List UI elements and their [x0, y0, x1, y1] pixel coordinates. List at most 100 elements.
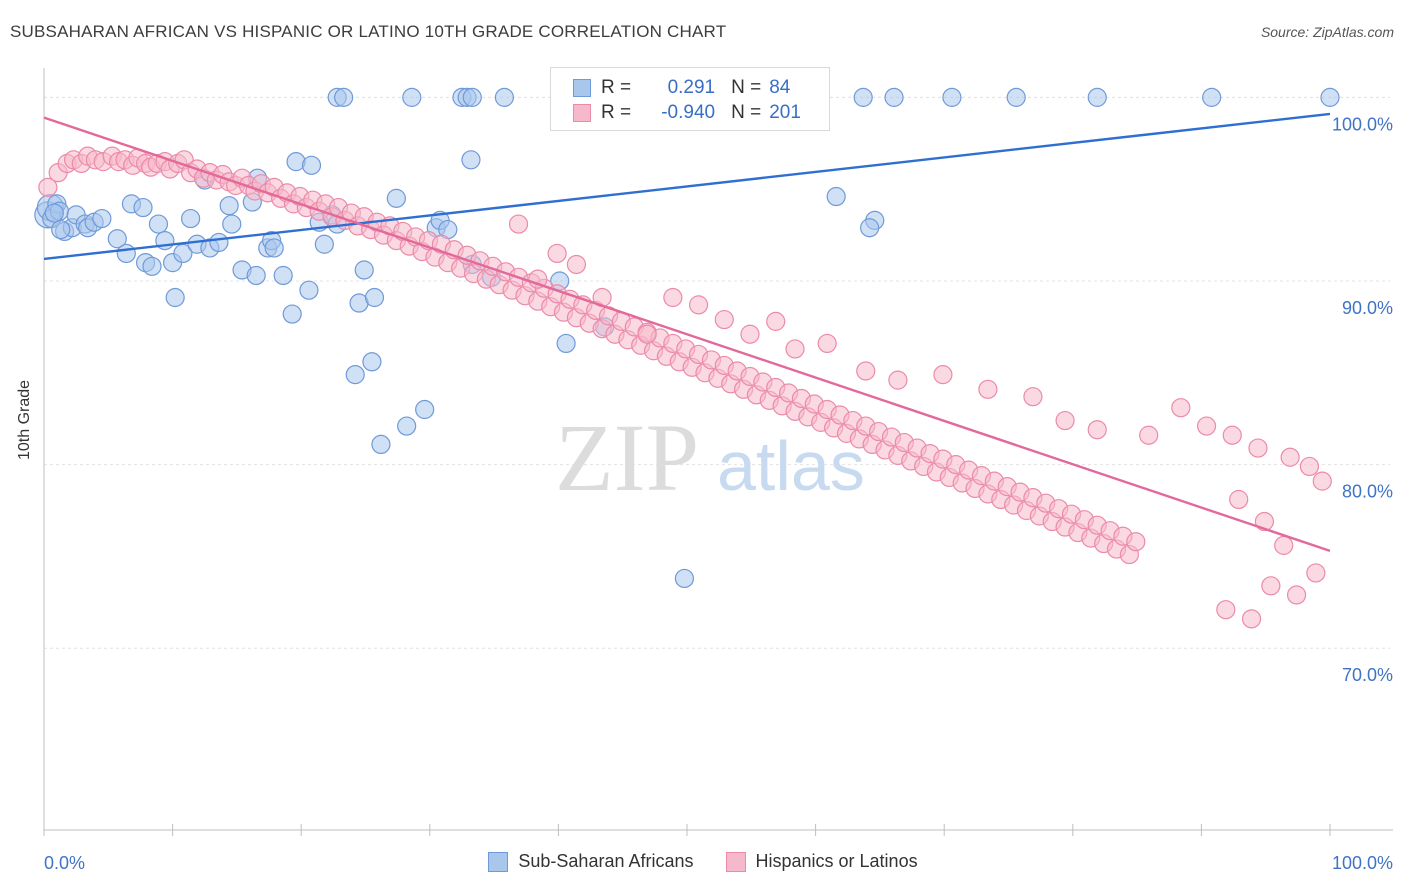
- hispanic-point: [1299, 456, 1320, 477]
- sub-saharan-point: [674, 568, 695, 589]
- series-legend: Sub-Saharan Africans Hispanics or Latino…: [0, 851, 1406, 872]
- sub-saharan-point: [116, 243, 136, 264]
- sub-saharan-point: [1202, 87, 1222, 107]
- chart-title: SUBSAHARAN AFRICAN VS HISPANIC OR LATINO…: [10, 22, 727, 41]
- sub-saharan-point: [461, 150, 481, 170]
- sub-saharan-point: [165, 287, 185, 308]
- source-label: Source: ZipAtlas.com: [1260, 24, 1394, 40]
- hispanic-point: [1274, 535, 1294, 555]
- hispanic-point: [1312, 471, 1332, 491]
- hispanic-point: [1126, 532, 1146, 552]
- sub-saharan-point: [142, 256, 162, 276]
- hispanic-point: [1087, 420, 1107, 440]
- x-tick-label-min: 0.0%: [44, 853, 85, 873]
- sub-saharan-point: [371, 434, 391, 455]
- sub-saharan-point: [282, 304, 302, 324]
- legend-row-blue: R = 0.291 N = 84: [573, 76, 790, 100]
- sub-saharan-point: [556, 333, 576, 354]
- hispanic-point: [688, 295, 709, 315]
- hispanic-point: [714, 309, 734, 330]
- sub-saharan-point: [246, 265, 266, 286]
- legend-n-label: N =: [731, 77, 762, 98]
- hispanic-point: [1216, 600, 1236, 620]
- sub-saharan-point: [884, 87, 904, 107]
- hispanic-point: [978, 379, 998, 399]
- sub-saharan-point: [345, 365, 365, 385]
- sub-saharan-point: [386, 188, 406, 208]
- sub-saharan-point: [133, 197, 153, 218]
- sub-saharan-point: [148, 214, 169, 234]
- hispanic-point: [637, 324, 657, 344]
- sub-saharan-point: [462, 87, 482, 107]
- x-tick-label-max: 100.0%: [1332, 853, 1393, 873]
- sub-saharan-point: [826, 186, 846, 207]
- sub-saharan-point: [299, 280, 319, 300]
- legend-r-value-pink: -0.940: [661, 102, 716, 123]
- hispanic-point: [663, 287, 683, 308]
- legend-label-hispanic: Hispanics or Latinos: [755, 851, 918, 871]
- hispanic-point: [38, 177, 58, 197]
- hispanic-point: [888, 370, 908, 390]
- hispanic-point: [785, 339, 805, 359]
- hispanic-point: [1222, 425, 1242, 445]
- sub-saharan-point: [415, 399, 435, 420]
- hispanic-point: [1306, 563, 1326, 583]
- legend-r-label: R =: [601, 77, 632, 98]
- hispanic-point: [1261, 576, 1281, 596]
- tick-labels: 100.0% 90.0% 80.0% 70.0% 0.0% 100.0%: [44, 114, 1393, 873]
- watermark-zip: ZIP: [555, 404, 699, 511]
- sub-saharan-point: [1320, 87, 1340, 107]
- legend-swatch-hispanic: [725, 851, 746, 872]
- sub-saharan-point: [314, 234, 334, 254]
- sub-saharan-point: [364, 287, 385, 308]
- sub-saharan-point: [264, 238, 284, 258]
- sub-saharan-point: [362, 352, 382, 372]
- hispanic-point: [1229, 489, 1249, 510]
- trend-lines: [43, 112, 1331, 553]
- hispanic-point: [1241, 609, 1262, 629]
- hispanic-point: [856, 361, 876, 381]
- sub-saharan-point: [222, 214, 242, 234]
- legend-r-value-blue: 0.291: [667, 77, 716, 98]
- sub-saharan-point: [92, 208, 112, 229]
- y-tick-label: 70.0%: [1342, 665, 1393, 685]
- hispanic-point: [1286, 585, 1307, 605]
- hispanic-point: [1171, 398, 1191, 418]
- sub-saharan-point: [273, 265, 293, 286]
- hispanic-point: [1055, 410, 1075, 431]
- hispanic-point: [1023, 387, 1043, 407]
- sub-saharan-point: [1006, 87, 1026, 107]
- legend-r-label: R =: [601, 102, 632, 123]
- sub-saharan-point: [181, 208, 201, 229]
- sub-saharan-point: [1087, 87, 1107, 107]
- sub-saharan-point: [209, 232, 229, 253]
- hispanic-point: [1248, 438, 1268, 458]
- sub-saharan-point: [860, 218, 880, 238]
- hispanic-point: [766, 311, 786, 331]
- hispanic-point: [1139, 425, 1159, 445]
- legend-label-sub-saharan: Sub-Saharan Africans: [518, 851, 694, 871]
- legend-item-sub-saharan: Sub-Saharan Africans: [488, 851, 694, 872]
- sub-saharan-point: [51, 219, 71, 240]
- y-tick-label: 80.0%: [1342, 482, 1393, 502]
- sub-saharan-point: [334, 87, 354, 107]
- sub-saharan-point: [354, 260, 374, 280]
- sub-saharan-point: [219, 196, 239, 216]
- legend-item-hispanic: Hispanics or Latinos: [725, 851, 918, 872]
- legend-swatch-sub-saharan: [488, 851, 509, 872]
- sub-saharan-point: [853, 87, 873, 107]
- hispanic-point: [740, 324, 760, 344]
- sub-saharan-trend-line: [43, 112, 1331, 261]
- sub-saharan-point: [942, 87, 962, 107]
- correlation-legend: R = 0.291 N = 84 R = -0.940 N = 201: [550, 67, 830, 131]
- hispanic-point: [1196, 416, 1217, 436]
- series-hispanic-points: [38, 146, 1332, 629]
- hispanic-point: [566, 254, 587, 275]
- sub-saharan-point: [107, 229, 127, 249]
- legend-n-value-blue: 84: [769, 77, 791, 98]
- legend-n-value-pink: 201: [769, 102, 801, 123]
- y-tick-label: 100.0%: [1332, 114, 1393, 134]
- legend-row-pink: R = -0.940 N = 201: [573, 101, 801, 125]
- hispanic-point: [817, 333, 837, 354]
- y-tick-label: 90.0%: [1342, 298, 1393, 318]
